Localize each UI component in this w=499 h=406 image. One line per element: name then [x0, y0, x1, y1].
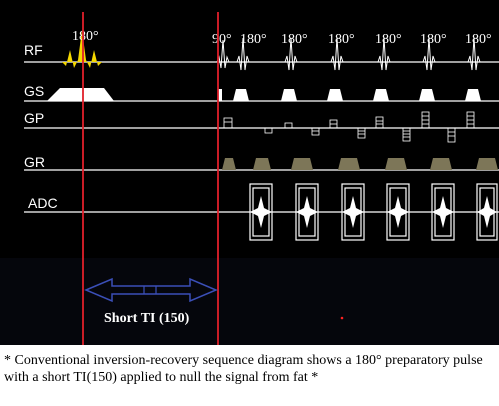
- echo-signal: [342, 196, 364, 228]
- refocus-pulse: [467, 37, 481, 71]
- refocus-pulse-label: 180°: [420, 32, 447, 47]
- figure-caption: * Conventional inversion-recovery sequen…: [4, 353, 483, 385]
- gs-lobe: [419, 89, 435, 101]
- gp-blip: [357, 127, 366, 139]
- refocus-pulse-label: 180°: [465, 32, 492, 47]
- sequence-diagram: RF GS GP GR ADC 180° 90° 180° 180° 18: [0, 0, 499, 345]
- inversion-pulse: [62, 30, 102, 68]
- gr-lobe: [430, 158, 452, 170]
- refocus-pulse: [377, 37, 391, 71]
- refocus-pulse: [422, 37, 436, 71]
- red-dot: [340, 316, 344, 320]
- row-label-gs: GS: [24, 83, 44, 99]
- gr-lobe: [222, 158, 236, 170]
- gr-lobes: [222, 158, 498, 170]
- excitation-pulse-label: 90°: [212, 32, 232, 47]
- excitation-pulse: [216, 39, 230, 69]
- gp-blip: [375, 116, 384, 129]
- gp-blip: [223, 117, 233, 129]
- gs-lobe: [327, 89, 343, 101]
- refocus-pulse-label: 180°: [328, 32, 355, 47]
- gr-lobe: [385, 158, 407, 170]
- gr-lobe: [338, 158, 360, 170]
- gs-inversion-lobe: [47, 88, 114, 101]
- gp-blip: [311, 127, 320, 136]
- inversion-pulse-label: 180°: [72, 29, 99, 44]
- refocus-pulse-label: 180°: [281, 32, 308, 47]
- gp-blip: [264, 127, 273, 134]
- row-label-gp: GP: [24, 110, 44, 126]
- gp-blip: [284, 122, 293, 129]
- echo-signal: [250, 196, 272, 228]
- rf-pulses: [216, 37, 481, 71]
- row-label-gr: GR: [24, 154, 45, 170]
- echo-signal: [477, 196, 497, 228]
- gs-lobe: [218, 89, 222, 101]
- gr-lobe: [291, 158, 313, 170]
- gr-lobe: [253, 158, 271, 170]
- refocus-pulse: [284, 37, 298, 71]
- gs-lobe: [233, 89, 249, 101]
- refocus-pulse-label: 180°: [375, 32, 402, 47]
- echo-signal: [296, 196, 318, 228]
- gr-lobe: [476, 158, 498, 170]
- echo-signal: [432, 196, 454, 228]
- lower-panel: [0, 258, 499, 345]
- gp-blip: [402, 127, 411, 142]
- gs-lobe: [281, 89, 297, 101]
- refocus-pulse-label: 180°: [240, 32, 267, 47]
- refocus-pulse: [236, 37, 250, 71]
- ti-label: Short TI (150): [104, 311, 190, 326]
- gs-lobe: [373, 89, 389, 101]
- gp-blips: [223, 111, 475, 143]
- row-label-adc: ADC: [28, 195, 58, 211]
- gp-blip: [447, 127, 456, 143]
- refocus-pulse: [330, 37, 344, 71]
- gs-lobe: [465, 89, 481, 101]
- row-label-rf: RF: [24, 42, 43, 58]
- echo-signals: [250, 196, 497, 228]
- echo-signal: [387, 196, 409, 228]
- ti-arrow: [84, 277, 218, 303]
- gs-gradients: [47, 88, 481, 101]
